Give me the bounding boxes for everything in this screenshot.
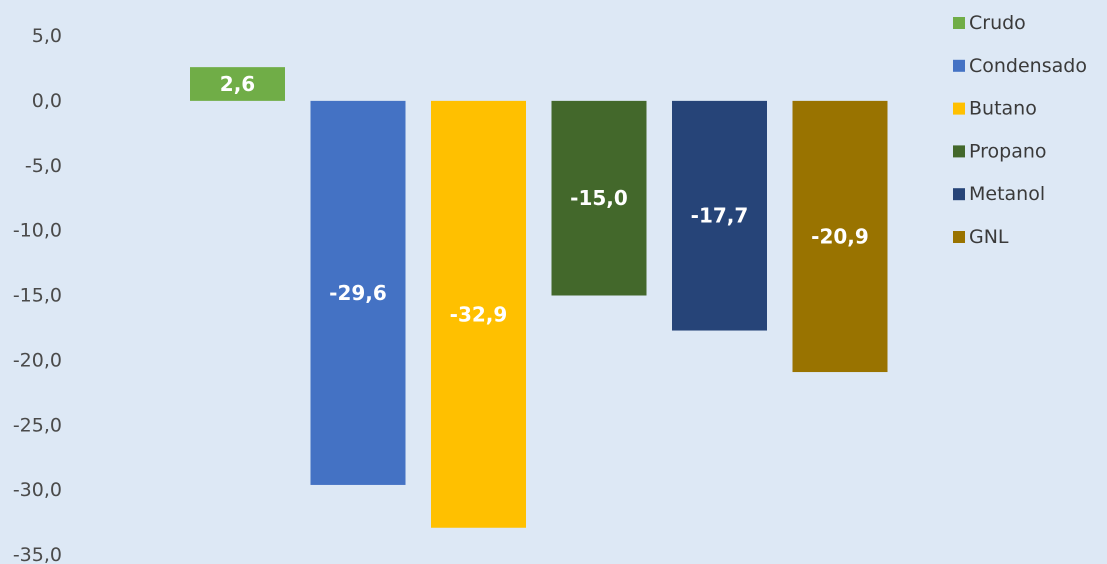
- legend-label-propano: Propano: [969, 140, 1047, 162]
- y-tick-label: 5,0: [32, 25, 62, 47]
- bar-condensado: [310, 100, 406, 485]
- y-tick-label: -20,0: [13, 349, 62, 371]
- legend-label-gnl: GNL: [969, 226, 1009, 248]
- legend-swatch-propano: [953, 145, 965, 158]
- legend-label-condensado: Condensado: [969, 55, 1087, 77]
- legend-swatch-butano: [953, 102, 965, 115]
- y-tick-label: -15,0: [13, 285, 62, 307]
- bar-propano: [551, 100, 647, 296]
- y-tick-label: -5,0: [25, 155, 62, 177]
- legend-swatch-metanol: [953, 188, 965, 201]
- data-labels: 2,6 -29,6 -32,9 -15,0 -17,7 -20,9: [220, 72, 869, 326]
- legend-label-crudo: Crudo: [969, 12, 1026, 34]
- y-axis: 5,0 0,0 -5,0 -10,0 -15,0 -20,0 -25,0 -30,0 -35,0: [13, 25, 62, 564]
- y-tick-label: -10,0: [13, 220, 62, 242]
- data-label-condensado: -29,6: [329, 281, 387, 305]
- legend-swatch-gnl: [953, 231, 965, 243]
- y-tick-label: -30,0: [13, 479, 62, 501]
- bar-metanol: [672, 100, 767, 331]
- data-label-gnl: -20,9: [811, 224, 869, 248]
- y-tick-label: -25,0: [13, 414, 62, 436]
- y-tick-label: 0,0: [32, 90, 62, 112]
- bar-crudo: [190, 67, 285, 101]
- y-tick-label: -35,0: [13, 544, 62, 564]
- data-label-crudo: 2,6: [220, 72, 255, 96]
- legend-label-butano: Butano: [969, 98, 1037, 120]
- legend: Crudo Condensado Butano Propano Metanol GNL: [953, 12, 1087, 248]
- bars: [190, 67, 888, 528]
- data-label-butano: -32,9: [450, 302, 508, 326]
- bar-gnl: [792, 100, 888, 373]
- legend-label-metanol: Metanol: [969, 183, 1045, 205]
- bar-butano: [431, 100, 526, 528]
- data-label-metanol: -17,7: [691, 204, 749, 228]
- legend-swatch-crudo: [953, 17, 965, 29]
- data-label-propano: -15,0: [570, 186, 628, 210]
- legend-swatch-condensado: [953, 59, 965, 72]
